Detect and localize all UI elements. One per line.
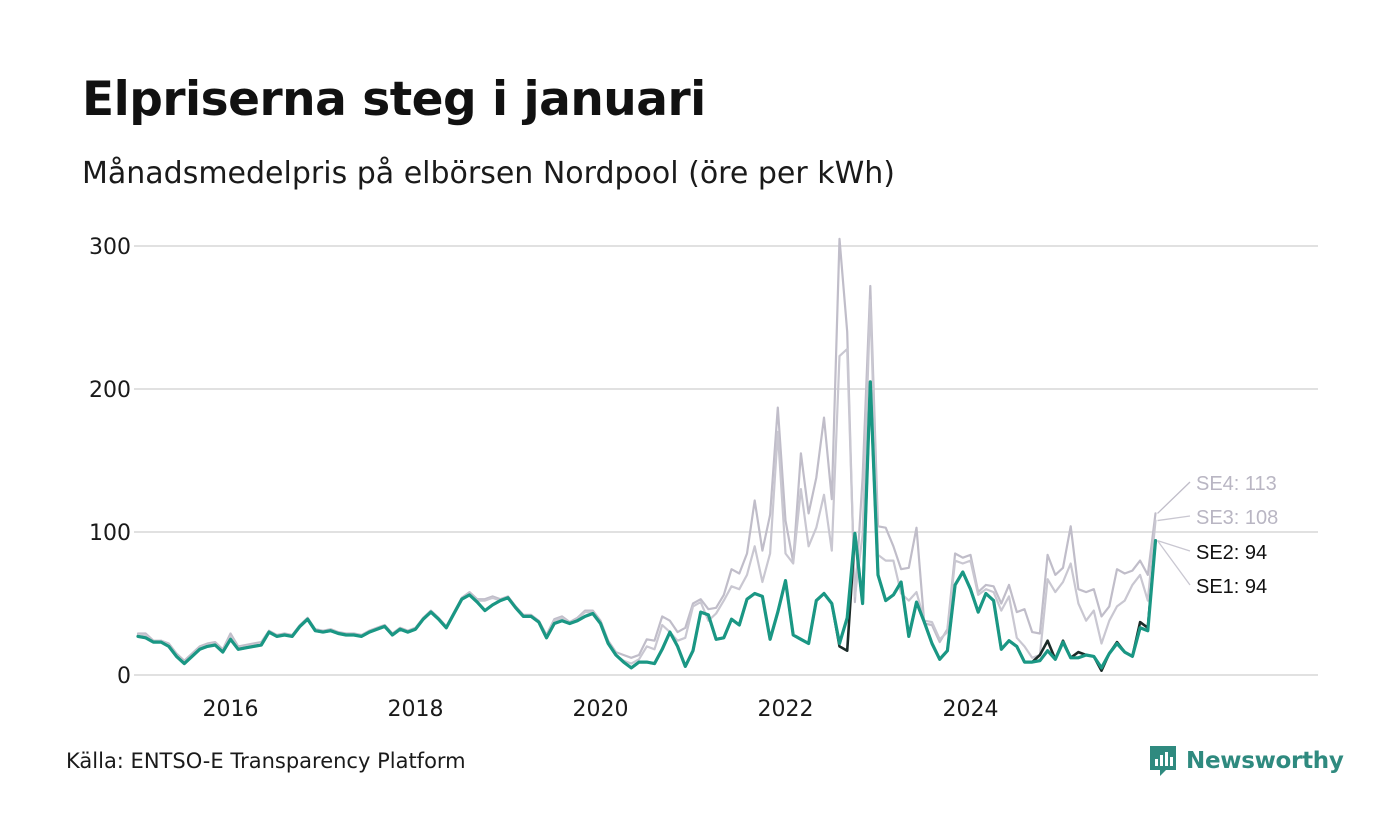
x-tick-label: 2018 — [388, 697, 444, 722]
x-tick-label: 2020 — [573, 697, 629, 722]
series-lines — [136, 237, 1158, 672]
series-label-se2: SE2: 94 — [1196, 542, 1267, 564]
x-tick-label: 2022 — [758, 697, 814, 722]
chart-title: Elpriserna steg i januari — [82, 72, 706, 127]
series-line-se2 — [136, 380, 1157, 672]
y-tick-label: 0 — [117, 664, 131, 689]
x-tick-label: 2024 — [943, 697, 999, 722]
series-label-se1: SE1: 94 — [1196, 576, 1267, 598]
label-leader-se2 — [1157, 539, 1191, 552]
series-line-se1 — [136, 380, 1158, 670]
y-tick-label: 100 — [89, 521, 131, 546]
label-leader-se1 — [1156, 540, 1191, 586]
series-label-se3: SE3: 108 — [1196, 507, 1278, 529]
series-line-se4 — [136, 237, 1157, 662]
x-tick-label: 2016 — [203, 697, 259, 722]
series-line-se3 — [136, 299, 1157, 665]
label-leader-se3 — [1157, 515, 1191, 522]
brand-logo[interactable]: Newsworthy — [1148, 744, 1344, 778]
chart-subtitle: Månadsmedelpris på elbörsen Nordpool (ör… — [82, 156, 895, 191]
newsworthy-logo-icon — [1150, 746, 1176, 776]
y-tick-label: 300 — [89, 235, 131, 260]
label-leader-se4 — [1157, 481, 1191, 514]
gridlines — [134, 245, 1318, 676]
series-label-se4: SE4: 113 — [1196, 473, 1277, 495]
y-tick-label: 200 — [89, 378, 131, 403]
source-note: Källa: ENTSO-E Transparency Platform — [66, 749, 466, 773]
x-axis-ticks: 2016 2018 2020 2022 2024 — [203, 697, 999, 722]
brand-name: Newsworthy — [1186, 748, 1344, 774]
y-axis-ticks: 0 100 200 300 — [89, 235, 131, 689]
series-end-labels: SE4: 113 SE3: 108 SE2: 94 SE1: 94 — [1156, 473, 1278, 598]
